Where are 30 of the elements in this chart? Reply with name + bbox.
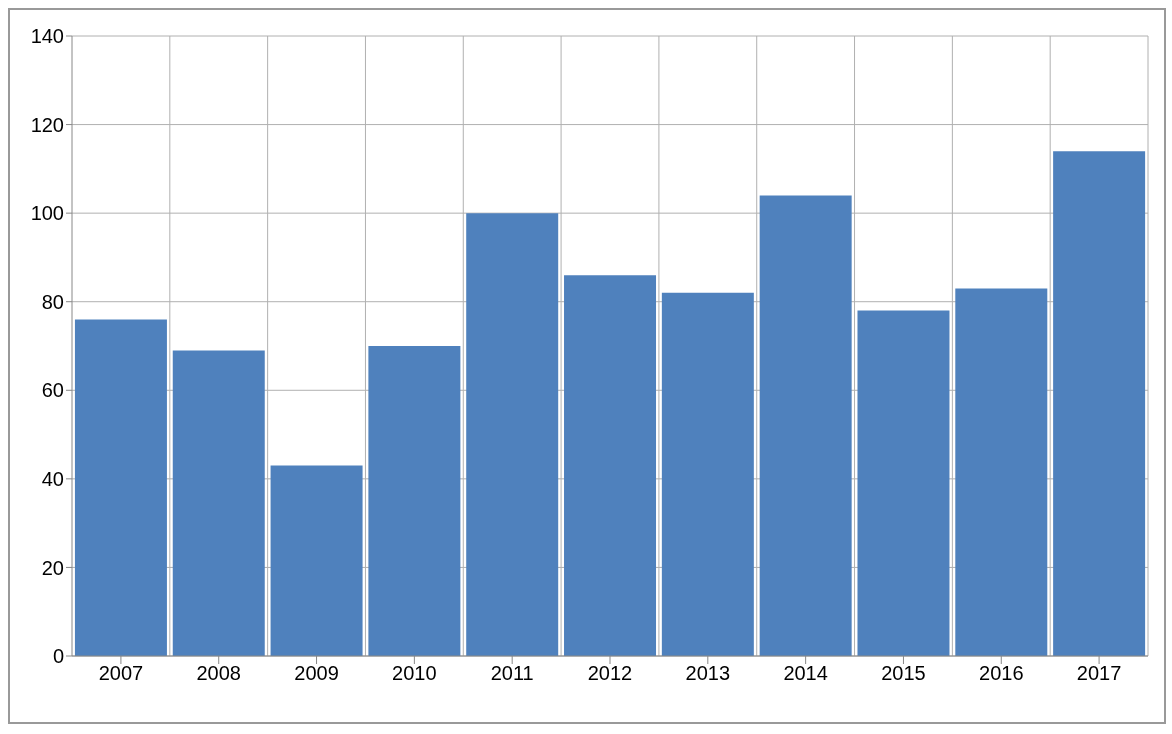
- y-tick-label: 20: [41, 556, 64, 579]
- bar: [270, 465, 363, 656]
- bar: [661, 292, 754, 656]
- x-tick-label: 2009: [294, 662, 339, 685]
- bar: [172, 350, 265, 656]
- bar: [1053, 151, 1146, 656]
- y-tick-label: 80: [41, 290, 64, 313]
- x-tick-label: 2012: [587, 662, 633, 685]
- bar: [955, 288, 1048, 656]
- x-tick-label: 2014: [783, 662, 828, 685]
- x-tick-label: 2011: [490, 662, 534, 685]
- bar: [466, 213, 559, 656]
- y-tick-label: 100: [30, 202, 64, 225]
- y-tick-label: 60: [41, 379, 64, 402]
- x-tick-label: 2017: [1076, 662, 1122, 685]
- y-tick-label: 120: [30, 113, 64, 136]
- y-tick-label: 0: [52, 645, 64, 668]
- bar: [564, 275, 657, 656]
- x-tick-label: 2016: [979, 662, 1024, 685]
- bar: [368, 346, 461, 656]
- bar: [759, 195, 852, 656]
- x-tick-label: 2007: [98, 662, 144, 685]
- x-tick-label: 2013: [685, 662, 731, 685]
- x-tick-label: 2015: [881, 662, 926, 685]
- x-tick-label: 2008: [196, 662, 241, 685]
- x-tick-label: 2010: [392, 662, 437, 685]
- bar: [74, 319, 167, 656]
- bar: [857, 310, 950, 656]
- y-tick-label: 40: [41, 467, 64, 490]
- y-tick-label: 140: [30, 25, 64, 48]
